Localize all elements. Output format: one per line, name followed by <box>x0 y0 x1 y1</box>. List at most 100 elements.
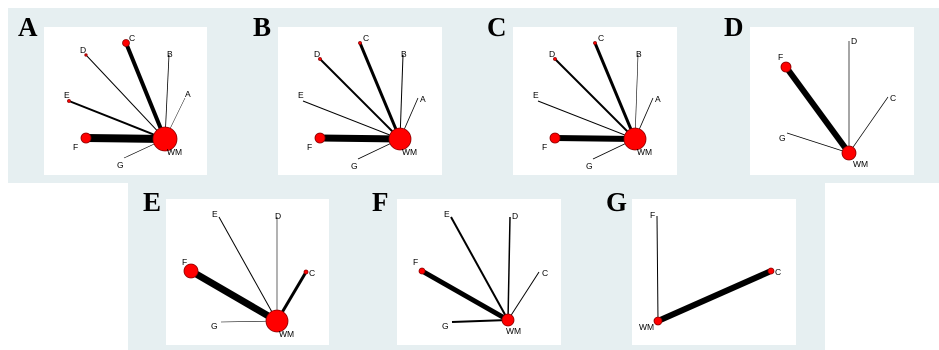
network-graph: WM F G E D C B A <box>533 33 661 171</box>
node-f <box>314 132 326 144</box>
node-label-wm: WM <box>167 147 182 157</box>
network-panel-e: WM F G E D C <box>166 199 329 345</box>
node-label-wm: WM <box>279 329 294 339</box>
node-label-c: C <box>775 267 781 277</box>
node-label-e: E <box>212 209 218 219</box>
node-label-g: G <box>779 133 786 143</box>
node-label-d: D <box>275 211 281 221</box>
edge-wm-f <box>656 215 659 322</box>
node-f <box>780 61 792 73</box>
node-label-g: G <box>442 321 449 331</box>
edge-wm-d <box>85 54 166 140</box>
node-label-f: F <box>778 52 783 62</box>
node-label-g: G <box>586 161 593 171</box>
node-label-wm: WM <box>506 326 521 336</box>
edge-wm-b <box>164 54 170 140</box>
node-wm <box>623 127 647 151</box>
node-c <box>593 41 597 45</box>
node-label-a: A <box>185 89 191 99</box>
node-f <box>80 132 92 144</box>
node-label-e: E <box>298 90 304 100</box>
network-graph: WM F G E D C <box>413 209 548 336</box>
node-label-f: F <box>650 210 655 220</box>
edge-wm-c <box>656 268 773 324</box>
network-graph: WM F G D C <box>778 36 896 169</box>
node-label-wm: WM <box>637 147 652 157</box>
node-label-c: C <box>129 33 135 43</box>
node-label-d: D <box>314 49 320 59</box>
node-wm <box>265 309 289 333</box>
edge-wm-b <box>634 54 639 140</box>
edge-wm-d <box>319 58 401 140</box>
node-label-f: F <box>73 142 78 152</box>
node-wm <box>501 313 515 327</box>
node-wm <box>841 145 857 161</box>
network-graph: WM F G E D C <box>182 209 315 339</box>
network-nodes: WM F C <box>639 210 781 332</box>
network-graph: WM F C <box>639 210 781 332</box>
network-nodes: WM F G E D C B A <box>533 33 661 171</box>
node-c <box>122 39 130 47</box>
node-d <box>318 57 322 61</box>
edge-wm-f <box>319 134 401 143</box>
edge-wm-f <box>554 135 636 142</box>
edge-wm-c <box>593 42 637 140</box>
node-label-f: F <box>182 257 187 267</box>
edge-wm-d <box>554 58 636 140</box>
edge-wm-c <box>124 42 167 140</box>
node-label-e: E <box>533 90 539 100</box>
network-panel-a: WM F G E D C B A <box>44 27 207 175</box>
node-label-b: B <box>167 49 173 59</box>
panel-letter-b: B <box>253 12 272 42</box>
edge-wm-e <box>450 216 509 321</box>
node-d <box>84 53 88 57</box>
node-wm <box>152 126 178 152</box>
node-label-f: F <box>413 257 418 267</box>
network-panel-c: WM F G E D C B A <box>513 27 677 175</box>
node-label-c: C <box>890 93 896 103</box>
network-edges <box>783 41 889 155</box>
node-f <box>549 132 561 144</box>
network-graph: WM F G E D C B A <box>64 33 191 170</box>
edge-wm-b <box>399 54 404 140</box>
panel-letter-a: A <box>18 12 38 42</box>
edge-wm-d <box>507 216 511 321</box>
node-label-d: D <box>512 211 518 221</box>
network-graph: WM F G E D C B A <box>298 33 426 171</box>
edge-wm-c <box>358 42 402 140</box>
node-label-c: C <box>542 268 548 278</box>
edge-wm-f <box>420 268 510 323</box>
panel-letter-f: F <box>372 187 389 217</box>
edge-wm-e <box>218 216 278 322</box>
node-label-g: G <box>117 160 124 170</box>
node-label-e: E <box>444 209 450 219</box>
network-panel-f: WM F G E D C <box>397 199 561 345</box>
network-panel-d: WM F G D C <box>750 27 914 175</box>
network-panel-b: WM F G E D C B A <box>278 27 442 175</box>
network-edges <box>656 215 773 324</box>
panel-letter-c: C <box>487 12 507 42</box>
node-wm <box>388 127 412 151</box>
node-label-c: C <box>309 268 315 278</box>
edge-wm-e <box>302 100 401 140</box>
node-f <box>418 267 426 275</box>
node-c <box>358 41 362 45</box>
panel-letter-g: G <box>606 187 628 217</box>
node-label-g: G <box>351 161 358 171</box>
node-label-b: B <box>636 49 642 59</box>
node-wm <box>653 316 663 326</box>
network-nodes: WM F G E D C <box>182 209 315 339</box>
edge-wm-e <box>537 100 636 140</box>
edge-wm-c <box>507 271 540 321</box>
panel-letter-e: E <box>143 187 162 217</box>
node-label-wm: WM <box>402 147 417 157</box>
node-label-d: D <box>80 45 86 55</box>
edge-wm-f <box>189 267 279 325</box>
node-c <box>767 267 775 275</box>
node-label-a: A <box>420 94 426 104</box>
node-label-b: B <box>401 49 407 59</box>
node-label-c: C <box>363 33 369 43</box>
node-e <box>67 99 71 103</box>
edge-wm-e <box>68 100 166 140</box>
